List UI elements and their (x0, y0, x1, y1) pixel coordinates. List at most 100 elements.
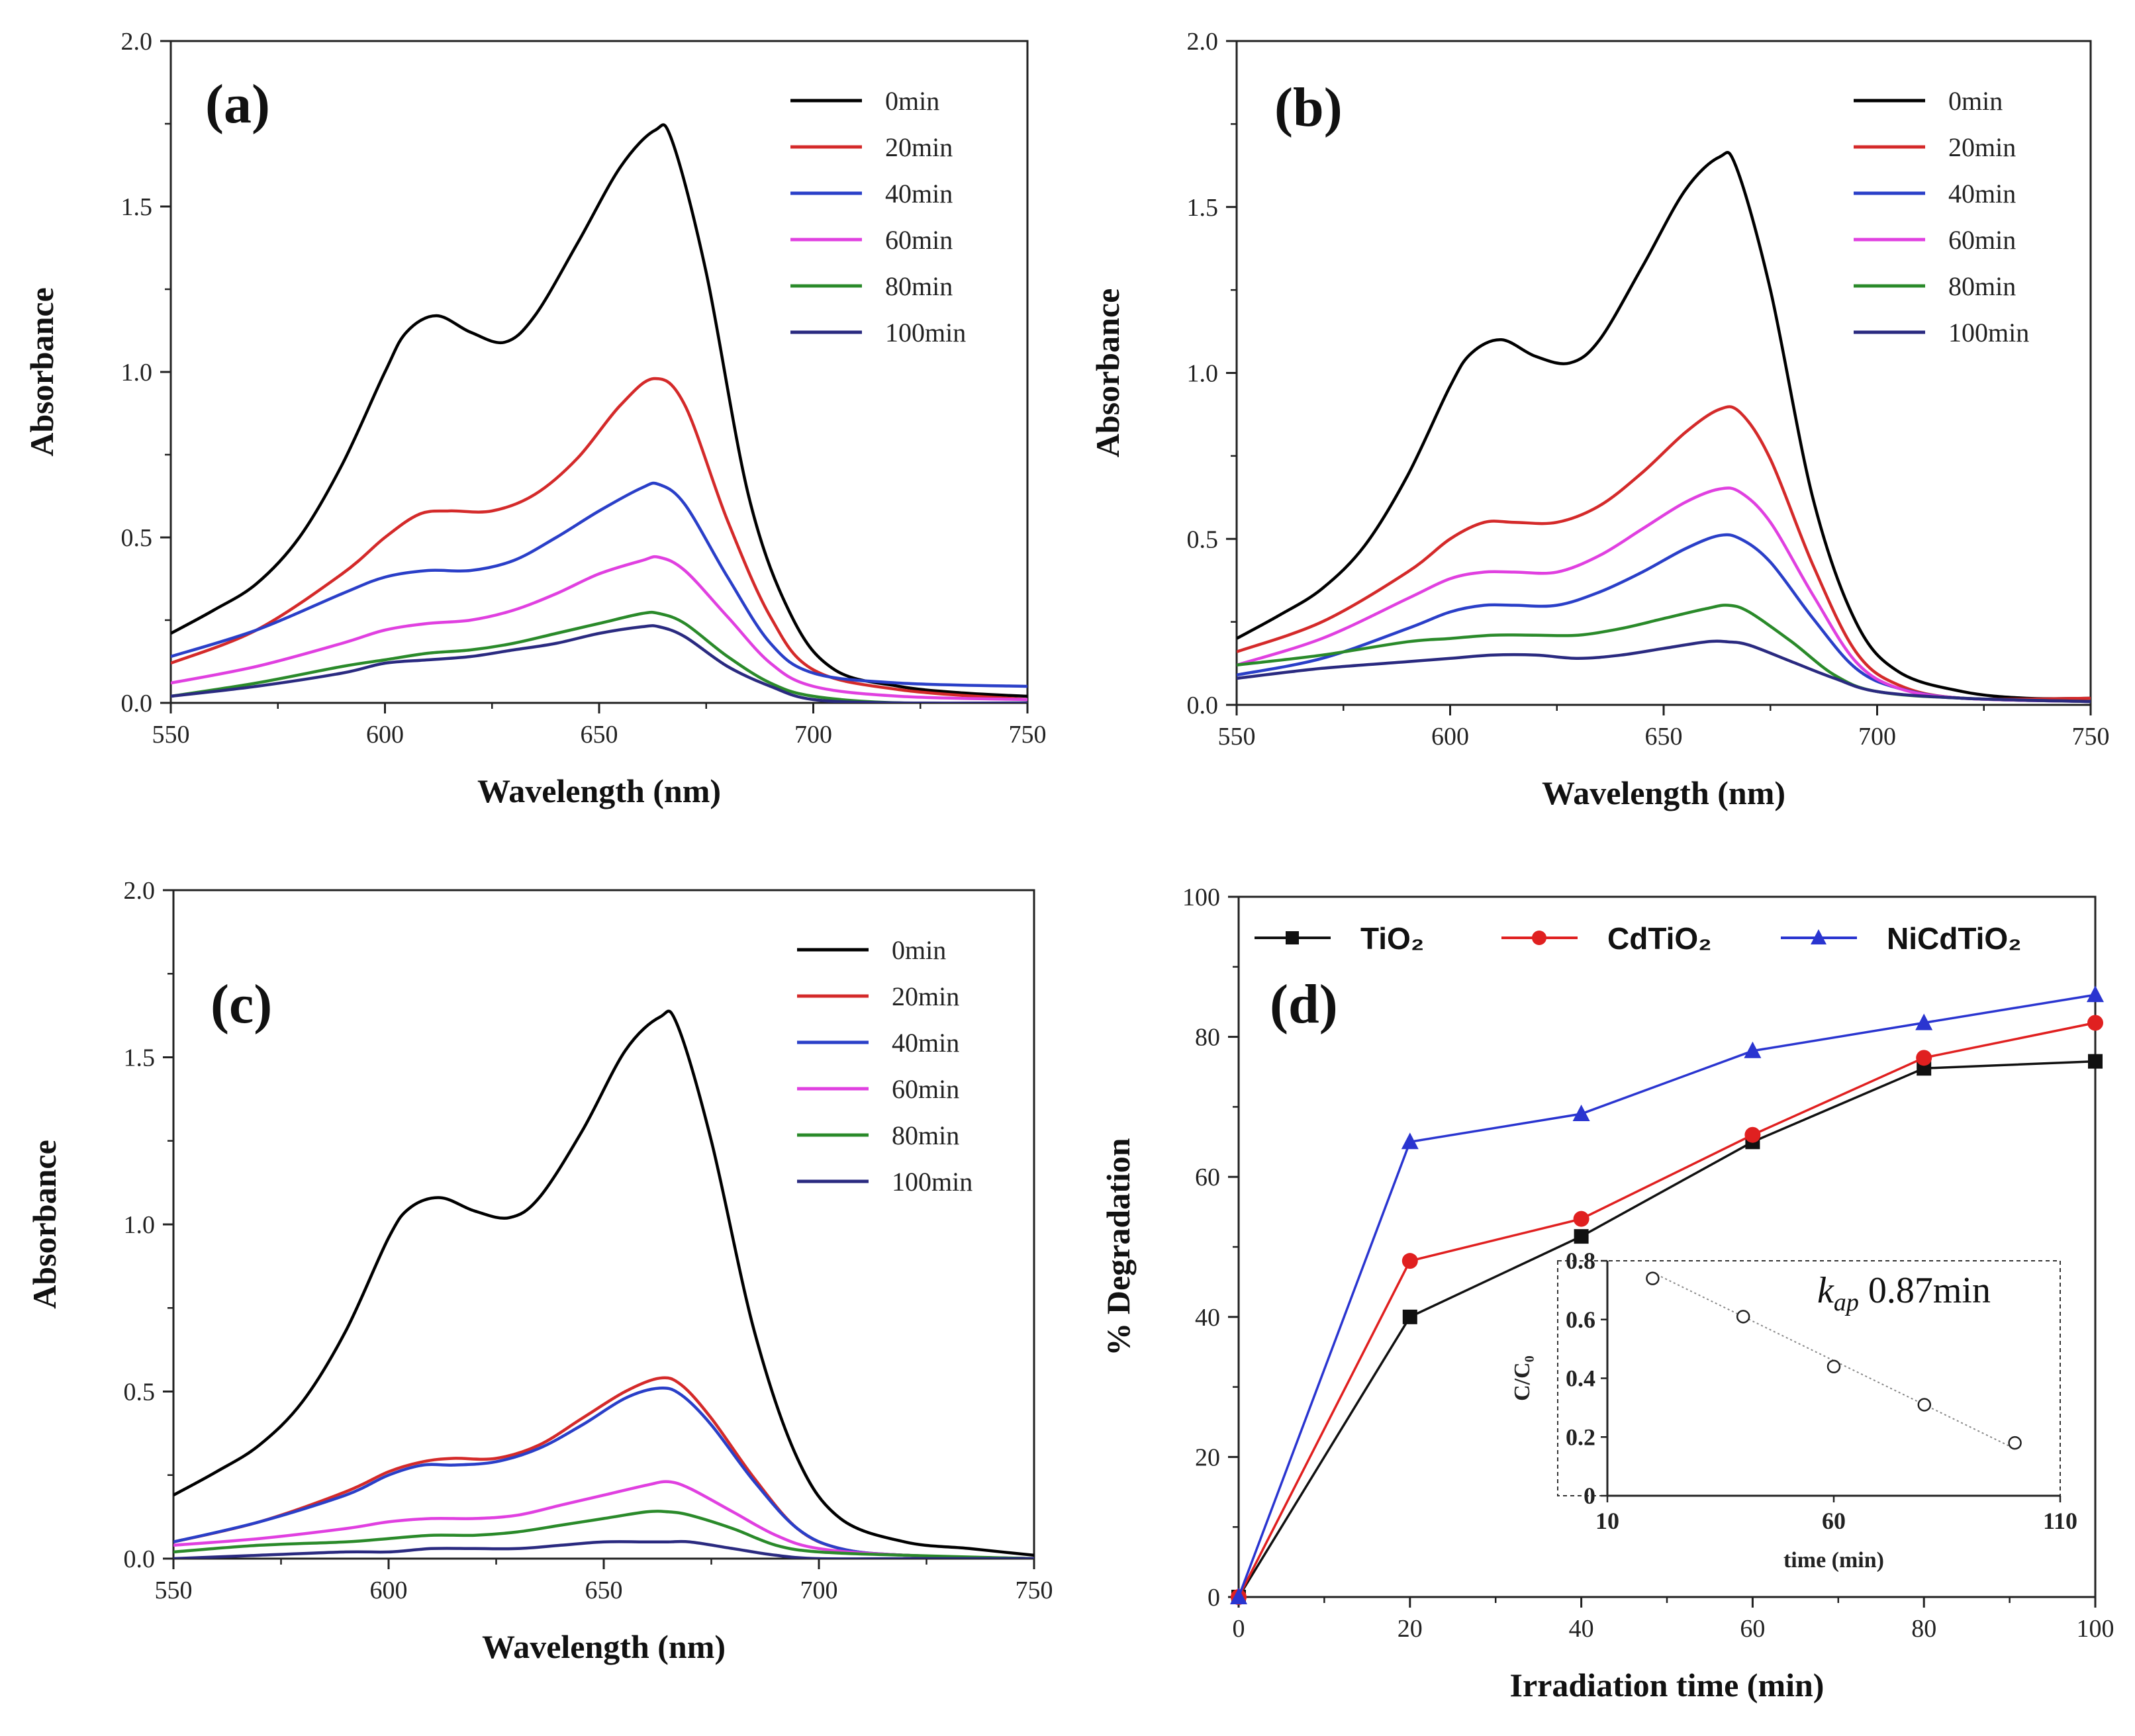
legend-label: TiO₂ (1360, 921, 1424, 956)
legend-label: 60min (892, 1074, 959, 1104)
series-line-100min (1237, 639, 2091, 704)
inset: 0 0.2 0.4 0.6 0.8 10 60 110 time (min) C/C₀ kap 0.… (1510, 1248, 2077, 1573)
x-tick-label: 750 (1016, 1576, 1053, 1604)
y-tick-label: 2.0 (124, 877, 156, 905)
x-tick-label: 700 (1858, 723, 1896, 751)
series-line-0min (171, 123, 1027, 698)
legend-label: 60min (885, 225, 953, 255)
series-line-20min (1237, 405, 2091, 701)
y-axis-label: Absorbance (26, 1140, 63, 1309)
data-point-NiCdTiO₂ (1572, 1104, 1590, 1121)
y-tick-label: 1.5 (121, 193, 153, 221)
x-tick-label: 700 (794, 721, 832, 749)
inset-data-point (1917, 1398, 1932, 1412)
panel-c: 550 600 650 700 750 0.0 0.5 1.0 1.5 2.0 Wavelength… (26, 877, 1053, 1665)
legend-label: 20min (1948, 132, 2016, 162)
series-line-100min (173, 1539, 1034, 1559)
legend-label: 0min (1948, 86, 2003, 116)
y-axis-label: Absorbance (1089, 289, 1126, 458)
series-line-100min (171, 624, 1027, 703)
y-tick-label: 80 (1195, 1024, 1220, 1052)
x-tick-label: 600 (370, 1576, 408, 1604)
x-tick-label: 600 (366, 721, 404, 749)
data-point-TiO₂ (1574, 1229, 1589, 1244)
legend-label: 60min (1948, 225, 2016, 255)
y-tick-label: 0.0 (121, 690, 153, 717)
x-tick-label: 550 (152, 721, 190, 749)
x-axis-label: Irradiation time (min) (1510, 1667, 1825, 1704)
data-point-NiCdTiO₂ (1915, 1013, 1933, 1030)
x-tick-label: 650 (581, 721, 618, 749)
data-point-TiO₂ (2088, 1054, 2103, 1069)
kap-subscript: ap (1834, 1289, 1859, 1316)
inset-data-point (1646, 1271, 1660, 1285)
x-tick-label: 600 (1431, 723, 1469, 751)
series-line-CdTiO₂ (1237, 1021, 2096, 1598)
x-tick-label: 80 (1911, 1615, 1936, 1643)
y-tick-label: 0.5 (124, 1379, 156, 1406)
y-axis-label: % Degradation (1100, 1138, 1137, 1355)
inset-y-tick-label: 0.6 (1566, 1306, 1595, 1333)
legend-label: 100min (1948, 318, 2029, 347)
legend-label: 80min (892, 1120, 959, 1150)
x-axis-label: Wavelength (nm) (482, 1628, 726, 1665)
data-point-CdTiO₂ (1573, 1211, 1589, 1227)
inset-y-tick-label: 0.8 (1566, 1248, 1595, 1274)
series-line-0min (173, 1009, 1034, 1557)
y-tick-label: 1.0 (124, 1211, 156, 1239)
x-tick-label: 650 (585, 1576, 623, 1604)
panel-label: (a) (205, 73, 270, 135)
kap-value: 0.87min (1859, 1270, 1991, 1311)
series-line-40min (173, 1386, 1034, 1559)
data-point-TiO₂ (1402, 1309, 1417, 1324)
y-tick-label: 2.0 (121, 28, 153, 56)
inset-data-point (1736, 1310, 1750, 1324)
series-line-80min (171, 610, 1027, 703)
x-tick-label: 550 (155, 1576, 193, 1604)
inset-y-tick-label: 0.4 (1566, 1365, 1595, 1392)
legend-label: 80min (885, 271, 953, 301)
x-axis-label: Wavelength (nm) (477, 772, 721, 809)
y-tick-label: 0 (1208, 1584, 1220, 1612)
y-tick-label: 0.5 (1187, 525, 1219, 553)
y-tick-label: 20 (1195, 1443, 1220, 1471)
panel-label: (b) (1274, 77, 1343, 138)
data-point-NiCdTiO₂ (1230, 1588, 1247, 1604)
data-point-CdTiO₂ (1916, 1050, 1932, 1066)
y-tick-label: 0.0 (1187, 692, 1219, 719)
series-line-60min (1237, 486, 2091, 704)
legend-label: 0min (885, 86, 939, 116)
data-point-NiCdTiO₂ (1744, 1041, 1762, 1058)
inset-frame (1557, 1260, 2061, 1496)
y-tick-label: 1.0 (1187, 360, 1219, 388)
data-point-NiCdTiO₂ (1401, 1132, 1419, 1150)
y-axis-label: Absorbance (23, 287, 60, 457)
series-line-0min (1237, 151, 2091, 700)
legend: 0min 20min 40min 60min 80min 100min (797, 935, 973, 1197)
x-tick-label: 40 (1569, 1615, 1594, 1643)
x-tick-label: 750 (1009, 721, 1047, 749)
legend-label: 40min (885, 179, 953, 208)
legend-label: CdTiO₂ (1607, 921, 1712, 956)
legend-label: 0min (892, 935, 946, 965)
legend-label: 100min (885, 318, 966, 347)
series-line-40min (1237, 533, 2091, 704)
y-tick-label: 1.5 (1187, 194, 1219, 222)
series-line-60min (173, 1480, 1034, 1559)
series-line-60min (171, 555, 1027, 702)
inset-data-point (1827, 1359, 1841, 1373)
inset-kap-annotation: kap 0.87min (1817, 1270, 1991, 1316)
panel-a: 550 600 650 700 750 0.0 0.5 1.0 1.5 2.0 Wavelength… (23, 28, 1047, 809)
x-axis-label: Wavelength (nm) (1542, 774, 1785, 811)
legend-marker-CdTiO₂ (1532, 931, 1546, 945)
inset-y-tick-label: 0.2 (1566, 1424, 1595, 1450)
data-point-CdTiO₂ (2087, 1015, 2103, 1031)
inset-data-point (2008, 1436, 2022, 1450)
inset-y-axis-label: C/C₀ (1510, 1355, 1535, 1401)
y-tick-label: 40 (1195, 1304, 1220, 1332)
legend: 0min 20min 40min 60min 80min 100min (790, 86, 966, 347)
x-tick-label: 20 (1398, 1615, 1423, 1643)
panel-label: (c) (211, 974, 272, 1035)
legend: 0min 20min 40min 60min 80min 100min (1854, 86, 2029, 347)
